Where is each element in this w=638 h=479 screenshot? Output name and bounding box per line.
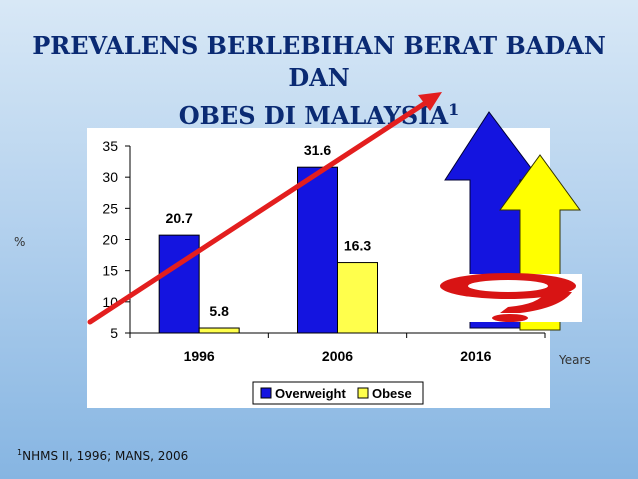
legend-label-obese: Obese [372, 386, 412, 401]
question-mark-hook [500, 292, 572, 313]
legend-swatch-overweight [260, 387, 272, 399]
footnote-superscript: 1 [17, 448, 23, 457]
question-mark-dot [492, 314, 528, 322]
y-tick-label: 20 [102, 232, 118, 248]
y-tick-label: 30 [102, 169, 118, 185]
x-tick-label: 1996 [184, 348, 215, 364]
legend-label-overweight: Overweight [275, 386, 346, 401]
x-tick-label: 2006 [322, 348, 353, 364]
y-tick-label: 25 [102, 200, 118, 216]
title-line-1: PREVALENS BERLEBIHAN BERAT BADAN DAN [32, 31, 606, 92]
bar-overweight-1996 [158, 234, 200, 334]
y-tick-label: 15 [102, 263, 118, 279]
x-tick-label: 2016 [460, 348, 491, 364]
data-label: 5.8 [209, 303, 229, 319]
footnote: 1NHMS II, 1996; MANS, 2006 [17, 448, 188, 463]
trend-arrow-line [87, 97, 433, 325]
y-tick-label: 35 [102, 138, 118, 154]
title-superscript: 1 [448, 100, 460, 119]
bar-obese-2006 [337, 262, 378, 334]
bar-overweight-2006 [297, 166, 338, 334]
data-label: 20.7 [166, 210, 193, 226]
x-axis-label: Years [559, 353, 591, 367]
bar-obese-1996 [198, 327, 240, 334]
data-label: 16.3 [344, 238, 371, 254]
trend-arrow-head [418, 92, 442, 111]
legend-box [252, 381, 424, 405]
footnote-text: NHMS II, 1996; MANS, 2006 [22, 449, 189, 463]
y-axis-label: % [14, 235, 26, 249]
legend-swatch-obese [357, 387, 369, 399]
question-mark-top-hole [468, 280, 548, 292]
data-label: 31.6 [304, 142, 331, 158]
y-tick-label: 5 [110, 325, 118, 341]
question-mark-graphic [432, 273, 582, 322]
